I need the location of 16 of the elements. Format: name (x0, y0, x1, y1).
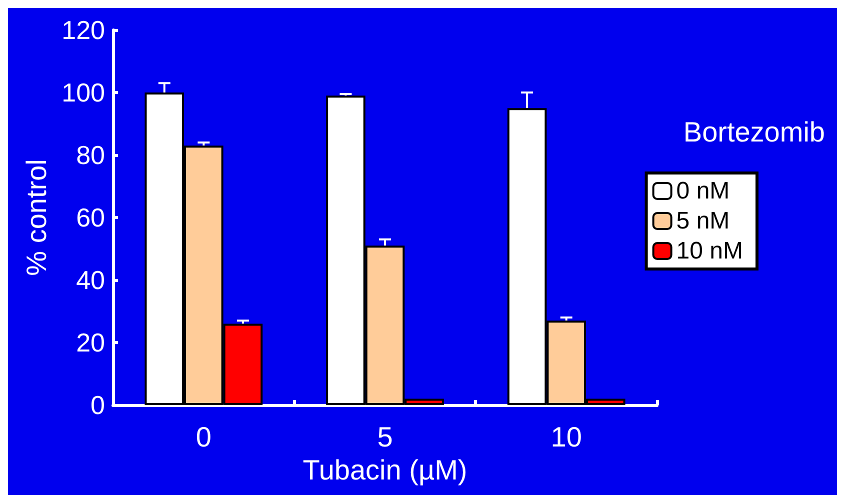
y-tick-label: 60 (76, 202, 105, 232)
y-tick-label: 120 (62, 15, 105, 45)
legend-title: Bortezomib (683, 116, 826, 148)
legend-label: 5 nM (676, 208, 730, 234)
y-tick-label: 80 (76, 140, 105, 170)
x-tick-label: 10 (550, 422, 582, 452)
y-axis-title: % control (21, 159, 52, 276)
x-tick-label: 0 (196, 422, 212, 452)
legend-label: 10 nM (676, 238, 743, 264)
y-tick-label: 0 (90, 390, 105, 420)
x-axis-title: Tubacin (µM) (302, 454, 468, 486)
legend-label: 0 nM (676, 178, 730, 204)
y-tick-label: 20 (76, 328, 105, 358)
y-tick-label: 40 (76, 265, 105, 295)
x-tick-label: 5 (377, 422, 393, 452)
y-tick-label: 100 (62, 78, 105, 108)
